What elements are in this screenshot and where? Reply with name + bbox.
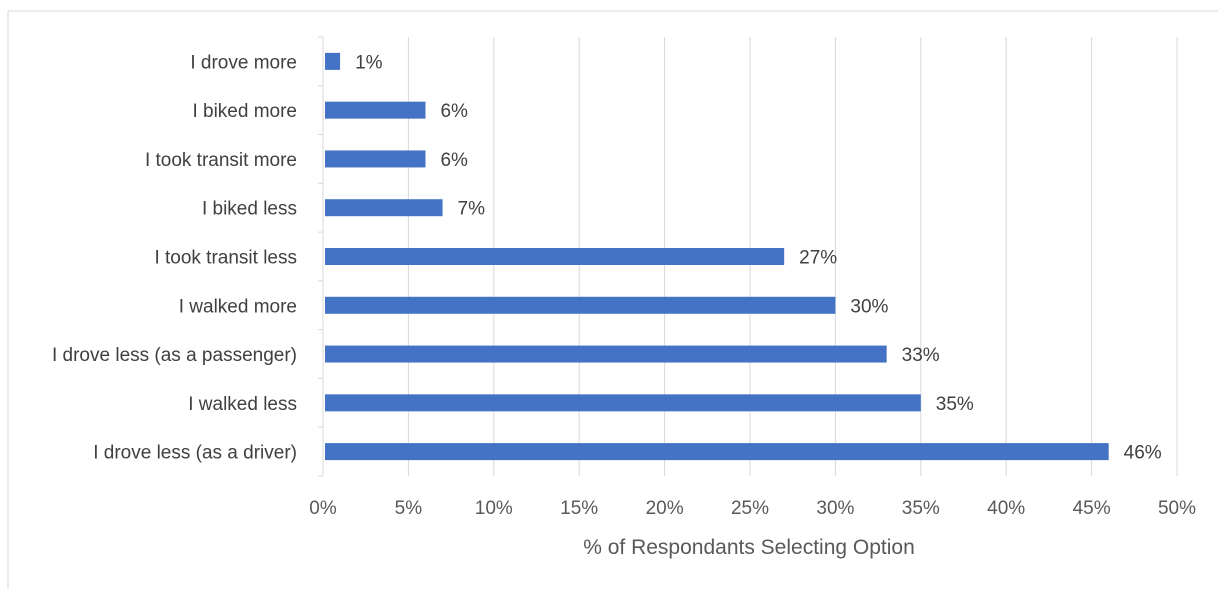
bar [325,394,921,412]
bars [325,52,1109,461]
bar [325,296,836,314]
bar [325,150,426,168]
data-label: 6% [440,150,468,171]
x-tick-label: 40% [987,498,1025,519]
category-label: I took transit more [145,150,297,171]
x-tick-label: 5% [395,498,423,519]
data-label: 7% [458,199,486,220]
data-label: 35% [936,394,974,415]
bar [325,345,887,363]
category-label: I walked less [188,394,297,415]
category-label: I drove less (as a driver) [93,443,297,464]
x-tick-label: 10% [475,498,513,519]
data-label: 6% [440,101,468,122]
bar [325,52,341,70]
category-label: I biked less [202,199,297,220]
bar [325,101,426,119]
category-label: I drove more [190,52,297,73]
x-tick-label: 0% [309,498,337,519]
data-label: 33% [902,345,940,366]
x-tick-label: 35% [902,498,940,519]
x-tick-label: 45% [1073,498,1111,519]
x-tick-label: 25% [731,498,769,519]
x-tick-label: 20% [646,498,684,519]
category-label: I took transit less [154,248,297,269]
category-label: I walked more [179,296,297,317]
x-tick-labels: 0% 5% 10% 15% 20% 25% 30% 35% 40% 45% 50% [309,498,1196,519]
category-label: I biked more [192,101,297,122]
bar [325,248,785,265]
x-axis-title: % of Respondants Selecting Option [583,536,915,559]
data-label: 1% [355,52,383,73]
bar [325,443,1109,461]
data-label: 46% [1124,443,1162,464]
x-tick-label: 30% [816,498,854,519]
x-tick-label: 50% [1158,498,1196,519]
category-label: I drove less (as a passenger) [52,345,297,366]
data-label: 30% [850,296,888,317]
category-labels: I drove more I biked more I took transit m… [52,52,297,463]
data-labels: 1% 6% 6% 7% 27% 30% 33% 35% 46% [355,52,1162,463]
x-tick-label: 15% [560,498,598,519]
bar [325,199,443,217]
data-label: 27% [799,248,837,269]
